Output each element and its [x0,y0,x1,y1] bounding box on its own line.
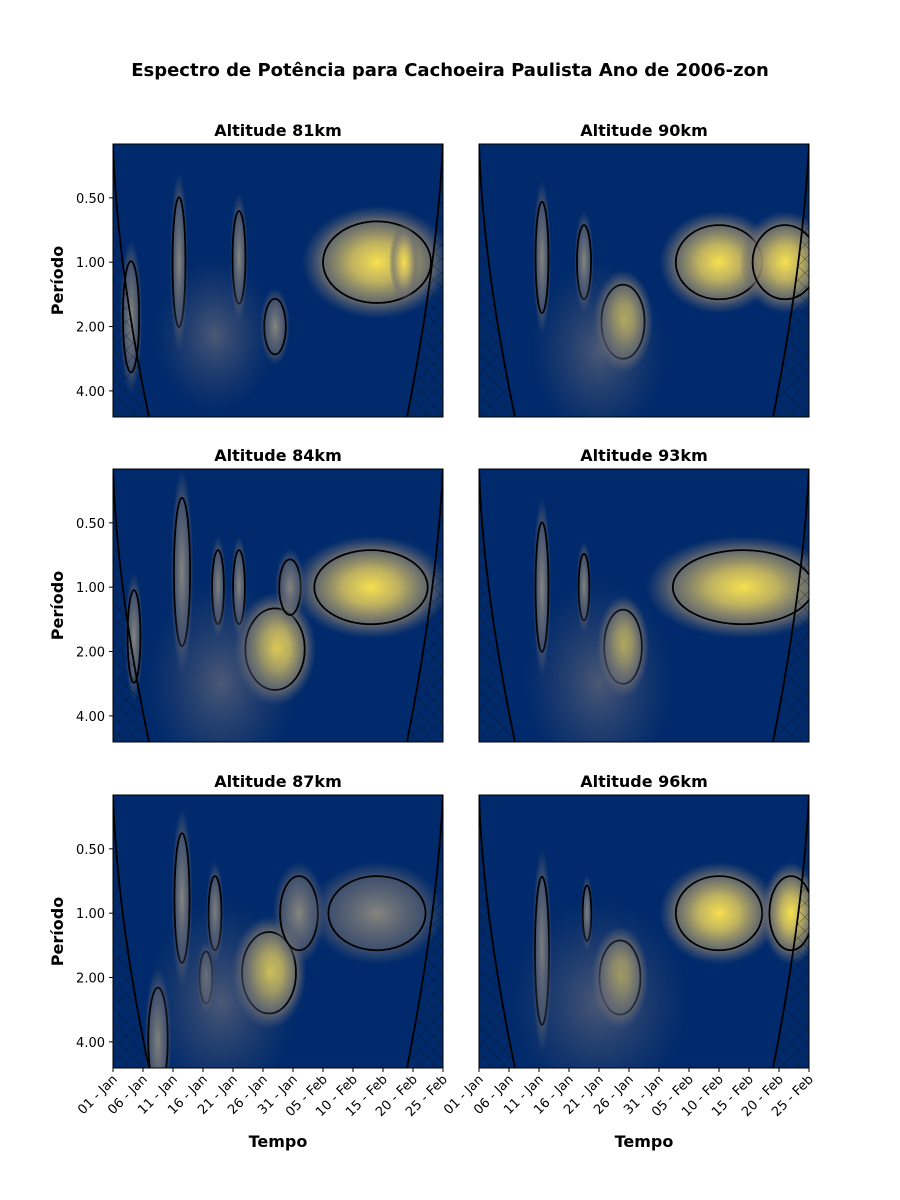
plot-frame [112,794,444,1069]
power-blob [645,535,809,639]
panel-title: Altitude 93km [580,446,708,465]
cone-of-influence-line [479,795,516,1068]
y-tick-label: 1.00 [76,581,105,596]
cone-of-influence-hatch [407,469,443,742]
power-blob [146,898,296,1068]
cone-of-influence-line [113,469,150,742]
cone-of-influence-hatch [407,795,443,1068]
significance-contour [313,549,429,626]
cone-of-influence-line [113,144,150,417]
y-tick-label: 4.00 [76,385,105,400]
cone-of-influence-hatch [113,469,149,742]
significance-contour [751,224,809,301]
plot-area [479,469,809,742]
significance-contour [322,220,432,304]
y-axis-label: Período [48,246,67,315]
power-blob [524,579,674,742]
power-blob [389,223,419,301]
cone-of-influence-line [772,795,809,1068]
cone-of-influence-line [479,144,516,417]
y-tick-label: 2.00 [76,646,105,661]
cone-of-influence-hatch [407,144,443,417]
plot-frame [112,143,444,418]
cone-of-influence-hatch [773,144,809,417]
cone-of-influence-line [406,795,443,1068]
panel-title: Altitude 96km [580,772,708,791]
plot-area [113,469,443,742]
x-axis-label: Tempo [615,1132,674,1151]
y-axis-label: Período [48,897,67,966]
plot-frame [478,143,810,418]
cone-of-influence-hatch [113,144,149,417]
plot-area [479,795,809,1068]
y-tick-label: 1.00 [76,256,105,271]
y-tick-label: 2.00 [76,321,105,336]
significance-contour [671,549,809,626]
figure-title: Espectro de Potência para Cachoeira Paul… [131,60,769,81]
power-blob [309,861,443,965]
y-tick-label: 4.00 [76,710,105,725]
y-axis-label: Período [48,571,67,640]
y-tick-label: 4.00 [76,1036,105,1051]
y-tick-label: 0.50 [76,517,105,532]
panel-1: Altitude 81km 0.50 1.00 2.00 4.00 Período [48,121,444,418]
significance-contour [327,875,427,952]
power-blob [531,260,667,417]
power-blob [146,579,296,742]
plot-frame [478,794,810,1069]
x-axis-label: Tempo [249,1132,308,1151]
cone-of-influence-line [406,469,443,742]
cone-of-influence-line [772,469,809,742]
power-blob [292,535,443,639]
y-tick-label: 2.00 [76,972,105,987]
y-tick-label: 0.50 [76,192,105,207]
cone-of-influence-hatch [113,795,149,1068]
panel-title: Altitude 81km [214,121,342,140]
cone-of-influence-line [479,469,516,742]
cone-of-influence-line [113,795,150,1068]
panel-2: Altitude 90km [478,121,810,418]
power-blob [740,210,809,314]
y-tick-label: 1.00 [76,907,105,922]
panel-4: Altitude 93km [478,446,810,743]
plot-area [113,795,443,1068]
cone-of-influence-hatch [479,144,515,417]
cone-of-influence-hatch [773,469,809,742]
plot-frame [112,468,444,743]
panel-title: Altitude 84km [214,446,342,465]
plot-area [113,144,443,417]
panel-3: Altitude 84km 0.50 1.00 2.00 4.00 Período [48,446,444,743]
panel-title: Altitude 90km [580,121,708,140]
y-tick-label: 0.50 [76,843,105,858]
cone-of-influence-line [772,144,809,417]
cone-of-influence-hatch [479,795,515,1068]
cone-of-influence-hatch [773,795,809,1068]
plot-area [479,144,809,417]
cone-of-influence-line [406,144,443,417]
panel-title: Altitude 87km [214,772,342,791]
power-blob [155,258,275,413]
power-blob [509,898,689,1068]
significance-contour [768,875,809,952]
cone-of-influence-hatch [479,469,515,742]
plot-frame [478,468,810,743]
